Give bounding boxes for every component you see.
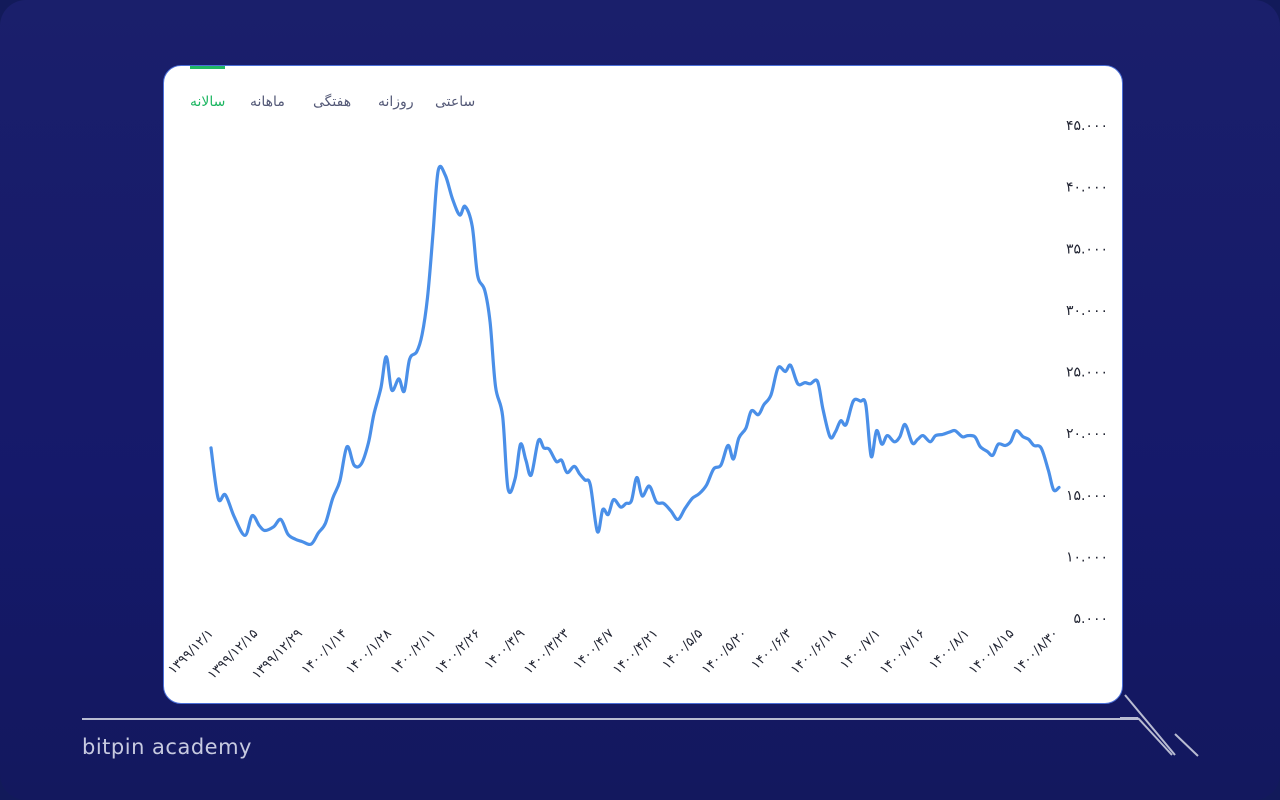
x-tick-label: ۱۴۰۰/۸/۳۰ [1010, 626, 1061, 677]
x-tick-label: ۱۴۰۰/۸/۱۵ [966, 626, 1017, 677]
tab-daily[interactable]: روزانه [378, 94, 414, 110]
tab-weekly[interactable]: هفتگی [313, 94, 352, 110]
x-tick-label: ۱۴۰۰/۶/۱۸ [788, 626, 839, 677]
brand-name: bitpin academy [82, 735, 252, 759]
y-tick-label: ۱۵.۰۰۰ [1066, 488, 1108, 504]
tab-yearly[interactable]: سالانه [190, 94, 226, 110]
chart-card: سالانه ماهانه هفتگی روزانه ساعتی ۴۵.۰۰۰ ۴… [163, 65, 1123, 704]
x-tick-label: ۱۴۰۰/۳/۲۳ [521, 626, 572, 677]
y-tick-label: ۱۰.۰۰۰ [1066, 549, 1108, 565]
y-tick-label: ۳۵.۰۰۰ [1066, 241, 1108, 257]
x-tick-label: ۱۴۰۰/۷/۱۶ [877, 626, 928, 677]
x-tick-label: ۱۴۰۰/۱/۲۸ [343, 626, 394, 677]
tab-monthly[interactable]: ماهانه [250, 94, 285, 110]
y-tick-label: ۳۰.۰۰۰ [1066, 303, 1108, 319]
x-tick-label: ۱۴۰۰/۲/۲۶ [432, 626, 483, 677]
x-tick-label: ۱۴۰۰/۵/۲۰ [699, 626, 750, 677]
y-tick-label: ۵.۰۰۰ [1073, 611, 1108, 627]
series-line [209, 164, 1061, 547]
footer-divider [82, 718, 1139, 720]
y-tick-label: ۲۵.۰۰۰ [1066, 365, 1108, 381]
tab-hourly[interactable]: ساعتی [435, 94, 476, 110]
y-tick-label: ۴۰.۰۰۰ [1066, 180, 1108, 196]
x-tick-label: ۱۴۰۰/۴/۲۱ [610, 626, 661, 677]
y-tick-label: ۲۰.۰۰۰ [1066, 426, 1108, 442]
x-tick-label: ۱۴۰۰/۱/۱۴ [299, 626, 350, 677]
price-line-chart: ۴۵.۰۰۰ ۴۰.۰۰۰ ۳۵.۰۰۰ ۳۰.۰۰۰ ۲۵.۰۰۰ ۲۰.۰۰۰ ۱۵.۰… [165, 118, 1108, 683]
x-tick-label: ۱۴۰۰/۲/۱۱ [388, 626, 439, 677]
active-tab-indicator [190, 66, 225, 69]
decorative-lines [1120, 694, 1199, 757]
y-tick-label: ۴۵.۰۰۰ [1066, 118, 1108, 134]
